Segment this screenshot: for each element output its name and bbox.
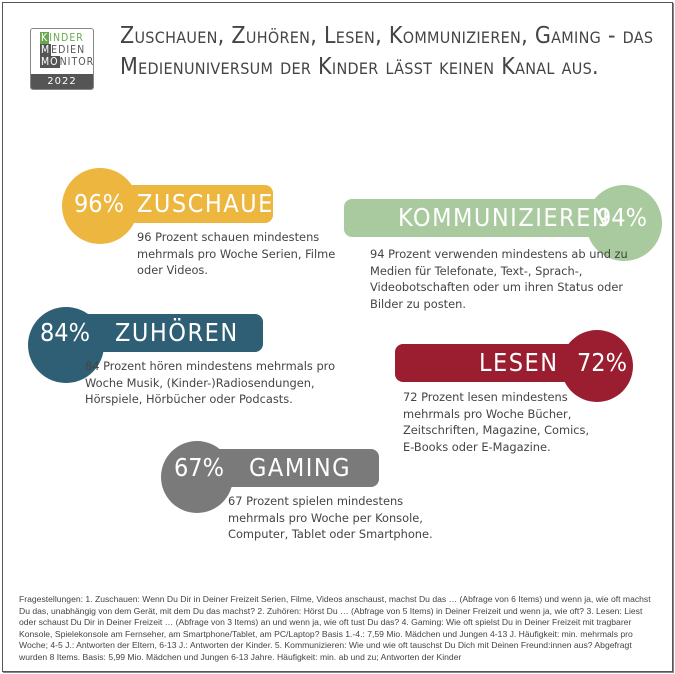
logo-line-medien: MEDIEN <box>40 44 86 56</box>
gaming-bar <box>213 449 379 487</box>
gaming-description: 67 Prozent spielen mindestens mehrmals p… <box>228 494 433 541</box>
zuhoeren-percent: 84% <box>40 318 90 347</box>
gaming-label: GAMING <box>249 453 352 482</box>
lesen-description: 72 Prozent lesen mindestens mehrmals pro… <box>403 390 590 454</box>
zuschauen-percent: 96% <box>74 189 124 218</box>
zuschauen-bar <box>113 185 273 223</box>
kinder-medien-monitor-logo: KINDER MEDIEN MONITOR 2022 <box>30 28 94 90</box>
logo-line-kinder: KINDER <box>40 32 84 44</box>
page-title: Zuschauen, Zuhören, Lesen, Kommunizieren… <box>120 23 654 80</box>
footnote-questions: Fragestellungen: 1. Zuschauen: Wenn Du D… <box>19 594 651 662</box>
logo-year: 2022 <box>31 74 93 89</box>
zuschauen-label: ZUSCHAUEN <box>137 189 293 218</box>
lesen-percent: 72% <box>577 348 627 377</box>
gaming-percent: 67% <box>174 453 224 482</box>
kommunizieren-bar <box>344 199 604 237</box>
lesen-circle <box>561 330 633 402</box>
kommunizieren-circle <box>586 185 662 261</box>
zuhoeren-label: ZUHÖREN <box>115 318 239 347</box>
zuhoeren-description: 84 Prozent hören mindestens mehrmals pro… <box>85 359 336 406</box>
lesen-bar <box>395 344 585 382</box>
kommunizieren-percent: 94% <box>597 203 647 232</box>
kommunizieren-description: 94 Prozent verwenden mindestens ab und z… <box>370 247 628 311</box>
logo-line-monitor: MONITOR <box>40 56 94 68</box>
lesen-label: LESEN <box>479 348 559 377</box>
zuschauen-description: 96 Prozent schauen mindestens mehrmals p… <box>137 230 336 277</box>
zuhoeren-bar <box>83 314 263 352</box>
kommunizieren-label: KOMMUNIZIEREN <box>398 203 611 232</box>
